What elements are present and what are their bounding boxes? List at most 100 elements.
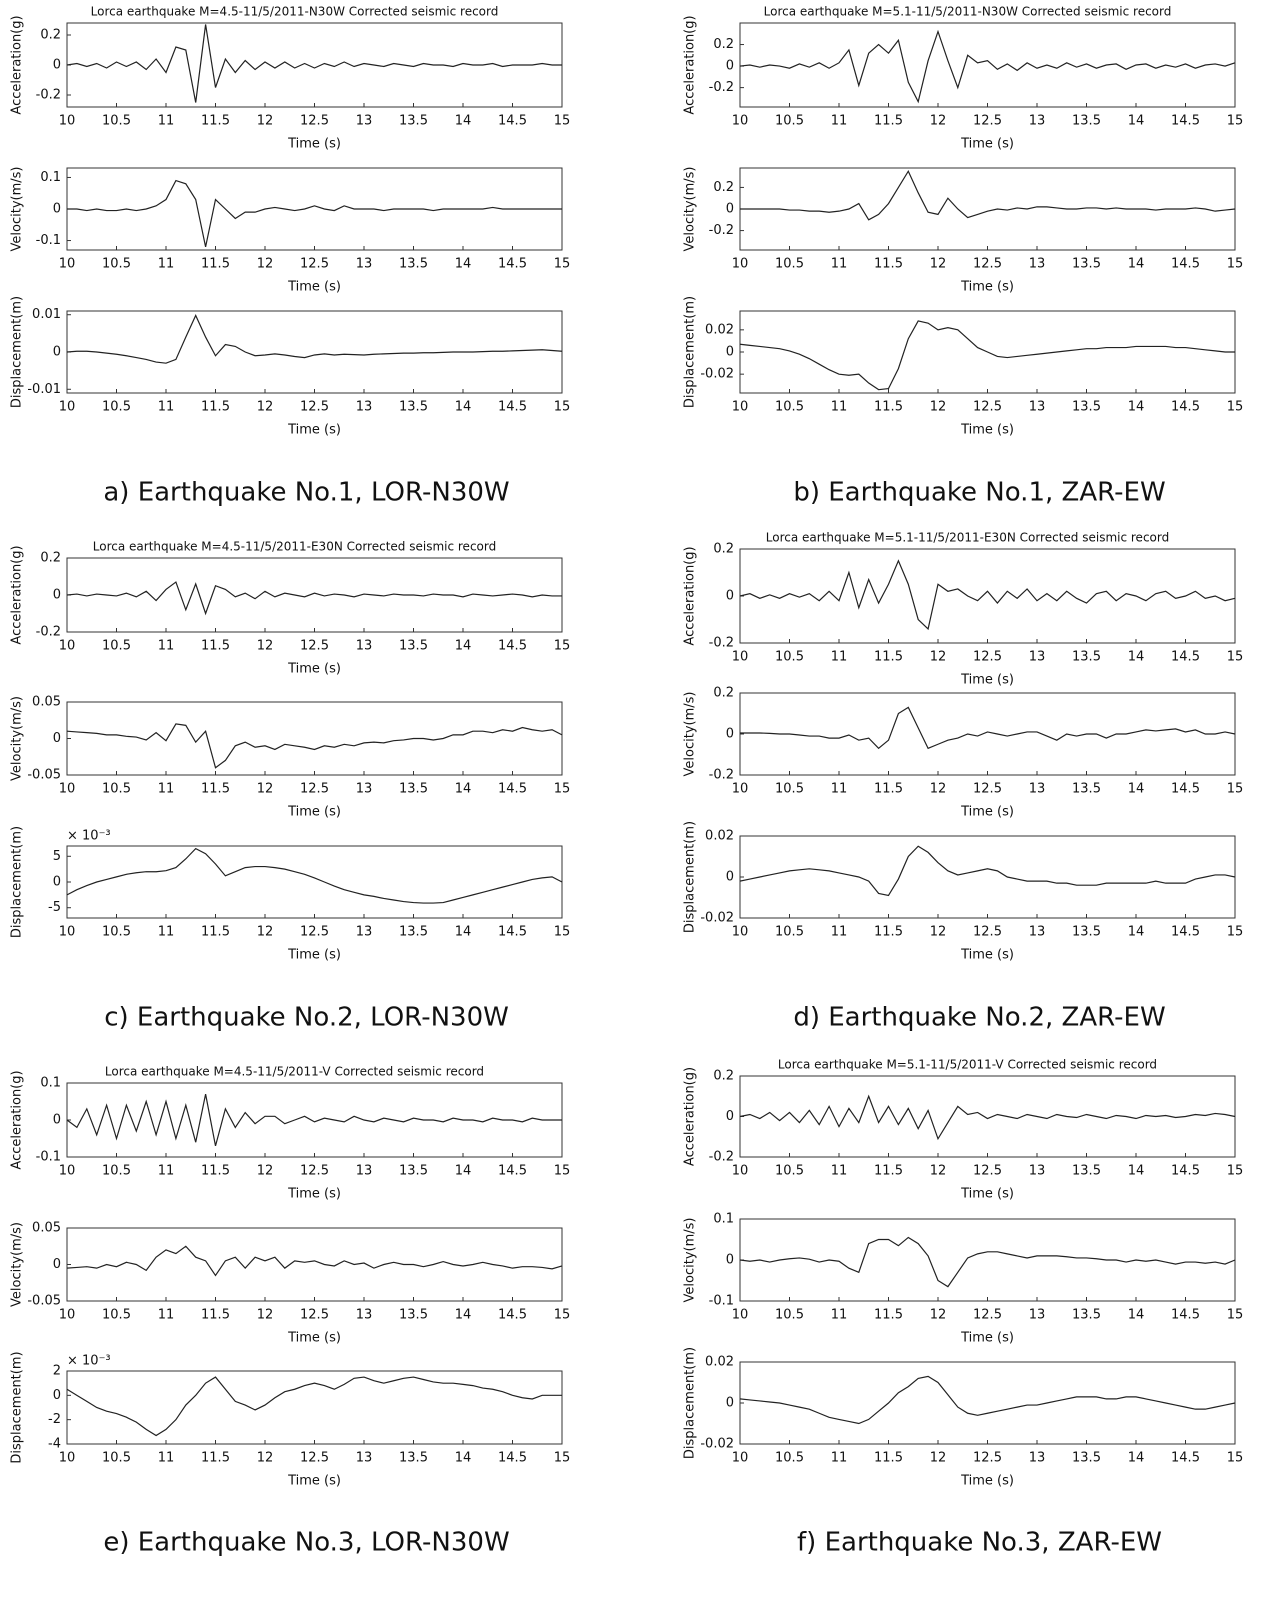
x-tick-label: 12	[257, 1308, 274, 1323]
y-tick-label: -0.2	[709, 768, 734, 783]
x-tick-label: 14.5	[1171, 650, 1200, 665]
y-tick-label: 0.2	[713, 542, 734, 557]
x-axis-label: Time (s)	[960, 137, 1014, 152]
x-tick-label: 12	[930, 925, 947, 940]
y-tick-label: 0.05	[32, 1221, 61, 1236]
x-tick-label: 10.5	[775, 1451, 804, 1466]
x-tick-label: 14.5	[498, 400, 527, 415]
x-tick-label: 14.5	[498, 1451, 527, 1466]
y-tick-label: 0.1	[40, 1076, 61, 1091]
y-tick-label: -0.02	[700, 367, 734, 382]
y-tick-label: -0.02	[700, 911, 734, 926]
x-tick-label: 13.5	[1072, 650, 1101, 665]
x-tick-label: 11	[158, 925, 175, 940]
y-axis-label: Velocity(m/s)	[683, 167, 698, 252]
x-tick-label: 14.5	[1171, 925, 1200, 940]
x-tick-label: 10	[732, 257, 749, 272]
y-tick-label: -0.2	[709, 1150, 734, 1165]
x-tick-label: 12.5	[300, 400, 329, 415]
trace	[67, 179, 562, 247]
x-tick-label: 12.5	[300, 114, 329, 129]
x-tick-label: 13.5	[1072, 1164, 1101, 1179]
plot-frame	[739, 1361, 1236, 1445]
x-tick-label: 14.5	[1171, 257, 1200, 272]
plot-frame	[739, 548, 1236, 644]
x-tick-label: 11	[831, 1308, 848, 1323]
y-axis-label: Displacement(m)	[10, 296, 25, 408]
x-tick-label: 12	[930, 1164, 947, 1179]
x-tick-label: 12	[257, 1164, 274, 1179]
trace	[66, 1376, 562, 1437]
y-tick-label: -0.2	[36, 625, 61, 640]
x-axis-label: Time (s)	[287, 137, 341, 152]
x-tick-label: 14	[455, 782, 472, 797]
x-tick-label: 10	[732, 1164, 749, 1179]
x-tick-label: 12	[930, 782, 947, 797]
x-tick-label: 15	[1227, 400, 1244, 415]
x-tick-label: 12.5	[973, 925, 1002, 940]
x-tick-label: 14	[1128, 1308, 1145, 1323]
x-tick-label: 13	[1029, 782, 1046, 797]
x-tick-label: 13	[1029, 257, 1046, 272]
x-tick-label: 12	[257, 400, 274, 415]
y-tick-label: -0.2	[709, 80, 734, 95]
x-tick-label: 13.5	[399, 1451, 428, 1466]
x-tick-label: 13	[356, 400, 373, 415]
y-axis-label: Acceleration(g)	[10, 15, 25, 114]
x-tick-label: 12.5	[973, 257, 1002, 272]
x-tick-label: 11	[831, 925, 848, 940]
x-tick-label: 12	[930, 400, 947, 415]
x-tick-label: 14.5	[1171, 782, 1200, 797]
x-tick-label: 12	[257, 114, 274, 129]
x-tick-label: 12.5	[973, 114, 1002, 129]
x-tick-label: 10.5	[775, 1164, 804, 1179]
x-tick-label: 10	[59, 400, 76, 415]
x-tick-label: 11.5	[201, 782, 230, 797]
x-tick-label: 15	[554, 400, 571, 415]
x-tick-label: 14	[455, 114, 472, 129]
x-axis-label: Time (s)	[287, 805, 341, 820]
trace	[739, 320, 1235, 391]
trace	[739, 559, 1236, 631]
x-tick-label: 14	[455, 639, 472, 654]
x-tick-label: 10	[732, 650, 749, 665]
y-axis-label: Velocity(m/s)	[683, 692, 698, 777]
x-tick-label: 13	[1029, 1164, 1046, 1179]
x-tick-label: 10	[59, 782, 76, 797]
trace	[739, 1236, 1236, 1288]
x-tick-label: 10.5	[102, 257, 131, 272]
x-tick-label: 13.5	[399, 782, 428, 797]
y-exponent: × 10⁻³	[67, 1354, 111, 1369]
x-tick-label: 11.5	[874, 650, 903, 665]
plot-frame	[739, 692, 1236, 776]
x-axis-label: Time (s)	[287, 1187, 341, 1202]
y-tick-label: 0	[726, 1396, 734, 1411]
x-tick-label: 11.5	[874, 114, 903, 129]
x-axis-label: Time (s)	[960, 1331, 1014, 1346]
y-tick-label: 0.1	[40, 170, 61, 185]
x-tick-label: 15	[1227, 650, 1244, 665]
x-tick-label: 14	[455, 1308, 472, 1323]
x-tick-label: 10.5	[102, 925, 131, 940]
x-tick-label: 10.5	[102, 639, 131, 654]
x-tick-label: 12.5	[973, 1164, 1002, 1179]
y-tick-label: 0.2	[40, 28, 61, 43]
y-tick-label: -0.1	[36, 233, 61, 248]
y-tick-label: -0.05	[27, 768, 61, 783]
y-tick-label: -5	[48, 900, 61, 915]
x-tick-label: 11	[831, 650, 848, 665]
x-tick-label: 12	[257, 1451, 274, 1466]
x-tick-label: 15	[554, 114, 571, 129]
x-tick-label: 14	[455, 925, 472, 940]
y-axis-label: Displacement(m)	[10, 1351, 25, 1463]
x-tick-label: 12.5	[973, 1451, 1002, 1466]
x-tick-label: 10.5	[102, 1451, 131, 1466]
x-axis-label: Time (s)	[287, 423, 341, 438]
panel-caption: a) Earthquake No.1, LOR-N30W	[103, 478, 509, 508]
x-tick-label: 11	[158, 400, 175, 415]
x-tick-label: 11	[158, 114, 175, 129]
y-tick-label: 0.02	[705, 1355, 734, 1370]
x-tick-label: 11.5	[201, 925, 230, 940]
x-tick-label: 10.5	[775, 114, 804, 129]
x-tick-label: 12.5	[973, 650, 1002, 665]
